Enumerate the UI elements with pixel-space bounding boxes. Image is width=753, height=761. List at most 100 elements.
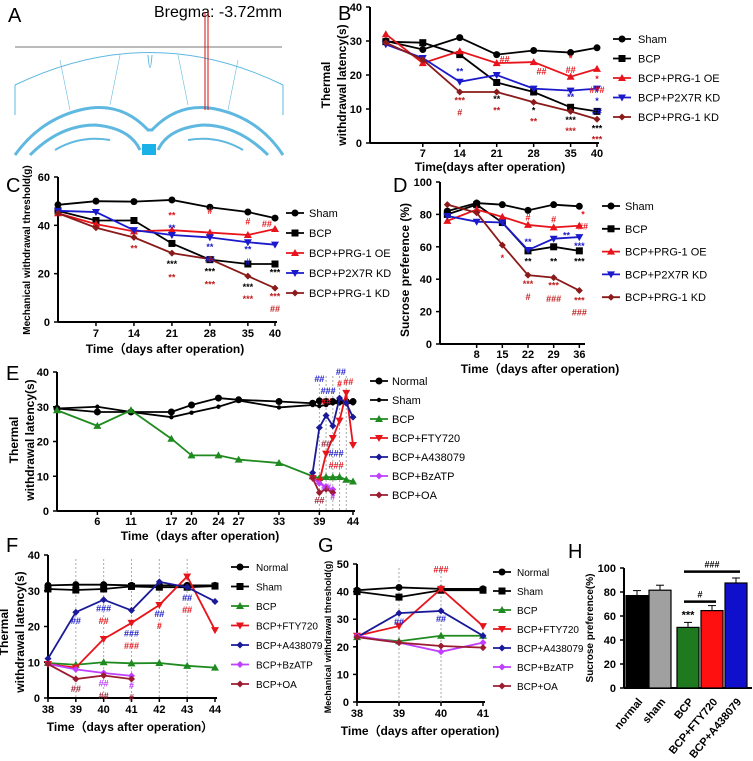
legend-marker <box>291 209 299 217</box>
significance-label: *** <box>205 280 216 290</box>
data-point <box>524 247 532 255</box>
data-point <box>211 582 219 590</box>
data-point <box>205 234 214 242</box>
legend-label: BCP+PRG-1 OE <box>638 73 720 85</box>
data-point <box>100 585 108 593</box>
significance-label: ** <box>524 256 532 266</box>
significance-label: ** <box>130 243 138 253</box>
significance-label: ### <box>433 565 448 575</box>
x-tick-label: 41 <box>125 704 137 716</box>
y-tick-label: 20 <box>337 642 349 654</box>
data-point <box>206 255 214 263</box>
panel-a: A Bregma: -3.72mm <box>8 4 285 157</box>
significance-label: *** <box>205 266 216 276</box>
data-point <box>315 424 323 432</box>
y-axis-title: Thermal <box>319 62 333 109</box>
bregma-label: Bregma: -3.72mm <box>154 4 282 21</box>
data-point <box>550 201 558 209</box>
y-tick-label: 20 <box>38 269 50 281</box>
data-point <box>350 401 356 406</box>
legend-marker <box>291 229 299 237</box>
significance-label: *** <box>592 135 603 145</box>
legend-marker <box>607 247 615 255</box>
legend-label: BCP <box>256 602 277 613</box>
data-point <box>566 72 575 80</box>
data-point <box>443 216 452 224</box>
data-point <box>183 573 192 581</box>
significance-label: ## <box>314 496 324 506</box>
bar-bcp <box>676 626 700 689</box>
data-point <box>593 107 601 115</box>
data-point <box>382 39 390 47</box>
legend-marker <box>236 622 244 630</box>
significance-label: *** <box>523 279 534 289</box>
legend-label: BCP <box>517 606 538 617</box>
x-tick-label: 20 <box>185 516 197 528</box>
legend-label: Sham <box>625 201 654 213</box>
legend-marker <box>236 563 244 571</box>
x-axis-title: Time（days after operation) <box>121 528 280 543</box>
data-point <box>472 205 481 213</box>
data-point <box>168 196 176 204</box>
significance-label: *** <box>592 124 603 134</box>
significance-label: ## <box>205 254 215 264</box>
legend-label: BCP+PRG-1 OE <box>625 247 707 259</box>
data-point <box>167 226 176 234</box>
significance-label: *** <box>167 259 178 269</box>
data-point <box>567 49 575 57</box>
data-point <box>530 98 538 106</box>
data-point <box>211 663 219 671</box>
significance-label: * <box>569 54 573 64</box>
data-point <box>127 406 135 414</box>
significance-label: ## <box>592 107 602 117</box>
legend-label: BCP+PRG-1 KD <box>309 288 390 300</box>
data-point <box>473 209 481 217</box>
legend-marker <box>236 583 244 590</box>
data-point <box>169 414 174 420</box>
data-point <box>167 408 175 416</box>
data-point <box>128 675 135 683</box>
y-tick-label: 40 <box>420 274 432 286</box>
x-tick-label: 22 <box>522 349 534 361</box>
data-point <box>443 201 451 209</box>
data-point <box>456 34 464 42</box>
series-line <box>356 586 483 592</box>
significance-label: ## <box>500 55 510 65</box>
bracket-label: ### <box>704 560 719 570</box>
x-tick-label: 17 <box>165 516 177 528</box>
legend-label: Sham <box>517 587 543 598</box>
data-point <box>566 87 575 95</box>
legend-label: BCP+OA <box>392 490 438 502</box>
x-tick-label: 42 <box>153 704 165 716</box>
y-tick-label: 0 <box>34 693 40 705</box>
legend-marker <box>618 55 626 62</box>
legend-label: BCP+BzATP <box>256 661 313 672</box>
data-point <box>271 284 279 292</box>
data-point <box>309 469 317 477</box>
x-axis-title: Time（days after operation) <box>86 341 245 356</box>
significance-label: # <box>245 217 250 227</box>
significance-label: ## <box>343 377 353 387</box>
series-normal <box>353 583 487 594</box>
significance-label: *** <box>243 294 254 304</box>
series-bcp-prg-1-kd <box>54 209 279 292</box>
significance-label: ### <box>321 386 336 396</box>
category-label: sham <box>641 696 669 726</box>
legend-marker <box>607 225 615 233</box>
legend-label: BCP+FTY720 <box>392 433 460 445</box>
data-point <box>353 588 361 596</box>
x-tick-label: 28 <box>204 328 216 340</box>
significance-label: ### <box>96 604 111 614</box>
legend-marker <box>375 435 383 442</box>
y-tick-label: 100 <box>414 177 432 189</box>
significance-label: ** <box>563 230 571 240</box>
data-point <box>329 422 337 430</box>
data-point <box>271 260 279 268</box>
series-bcp-oa <box>309 474 337 497</box>
legend-label: Sham <box>638 34 667 46</box>
data-point <box>530 47 538 55</box>
y-tick-label: 40 <box>28 550 40 562</box>
